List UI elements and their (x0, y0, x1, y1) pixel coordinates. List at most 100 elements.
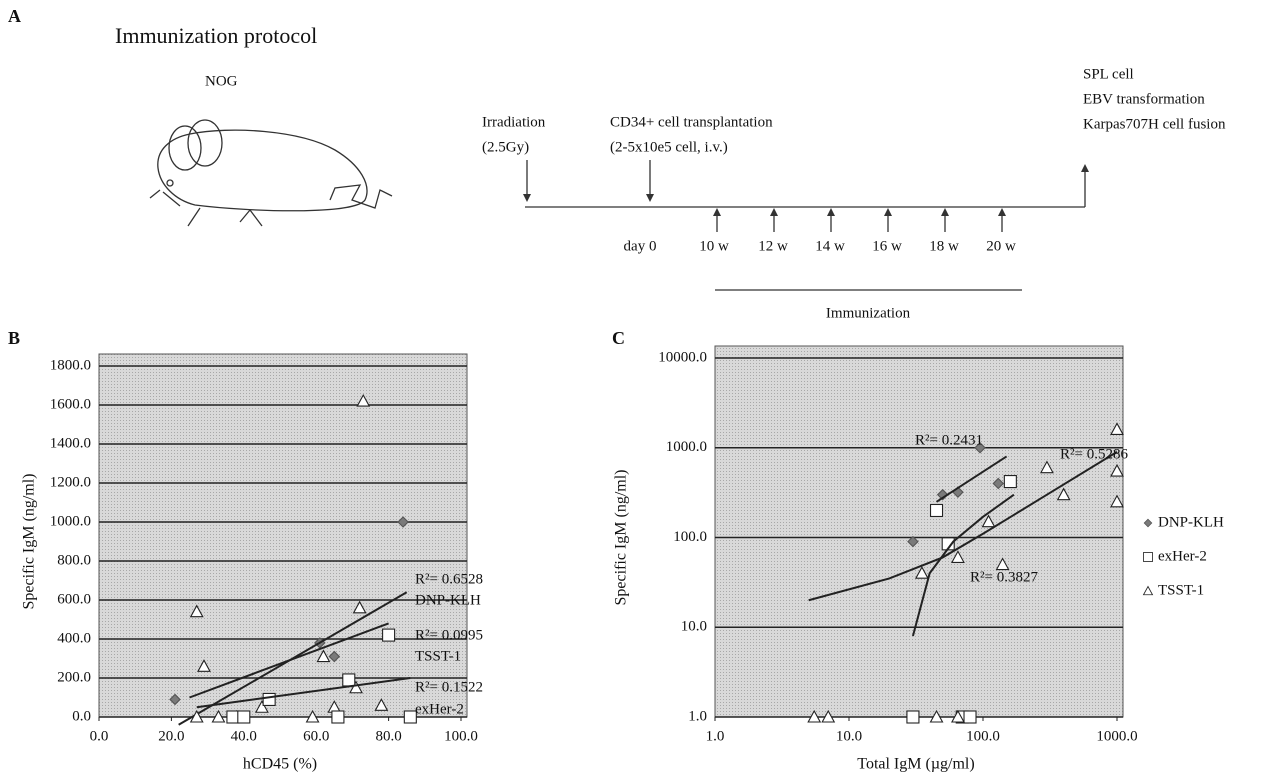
x-tick-label: 1.0 (706, 728, 725, 744)
panel-label: A (8, 6, 21, 26)
data-point (189, 709, 204, 723)
data-point (974, 441, 986, 454)
timepoint: 14 w (815, 238, 845, 254)
x-tick-label: 80.0 (375, 728, 401, 744)
legend-label: TSST-1 (1158, 582, 1204, 598)
event-text: CD34+ cell transplantation (610, 114, 773, 130)
panel-label: C (612, 328, 625, 348)
data-point (951, 550, 965, 563)
data-point (914, 566, 929, 579)
mouse-drawing (149, 119, 393, 227)
data-point (929, 709, 944, 723)
timepoint: 16 w (872, 238, 902, 254)
x-tick-label: 1000.0 (1096, 728, 1137, 744)
trend-line (808, 451, 1118, 602)
r-squared-label: R²= 0.6528 (415, 571, 483, 587)
x-tick-label: 20.0 (158, 728, 184, 744)
data-point (995, 557, 1010, 571)
event-text: Irradiation (482, 114, 546, 130)
data-point (963, 710, 977, 724)
timepoint: day 0 (624, 238, 657, 254)
legend-marker (1143, 518, 1153, 528)
event-text: SPL cell (1083, 66, 1134, 82)
y-tick-label: 10000.0 (658, 349, 707, 365)
plot-area (714, 345, 1124, 718)
event-text: Karpas707H cell fusion (1083, 116, 1226, 132)
y-tick-label: 100.0 (673, 529, 707, 545)
y-tick-label: 1000.0 (666, 439, 707, 455)
data-point (1056, 487, 1071, 501)
plot-area (98, 353, 468, 718)
event-text: (2.5Gy) (482, 139, 529, 155)
r-squared-label: R²= 0.1522 (415, 679, 483, 695)
data-point (328, 650, 341, 663)
data-point (352, 600, 367, 614)
legend-label: DNP-KLH (1158, 514, 1224, 530)
data-point (189, 604, 204, 618)
y-tick-label: 1000.0 (50, 513, 91, 529)
y-tick-label: 800.0 (57, 552, 91, 568)
x-tick-label: 10.0 (836, 728, 862, 744)
trend-line (911, 493, 1015, 637)
data-point (951, 709, 965, 723)
trend-line (196, 677, 411, 709)
legend-marker (1143, 552, 1153, 562)
data-point (907, 535, 919, 548)
data-point (1003, 475, 1017, 489)
data-point (1040, 460, 1054, 474)
data-point (929, 503, 944, 518)
timepoint: 20 w (986, 238, 1016, 254)
legend-marker (1142, 585, 1154, 596)
timeline (523, 160, 1089, 291)
y-axis-title: Specific IgM (ng/ml) (613, 470, 630, 606)
data-point (237, 710, 251, 724)
data-point (397, 516, 409, 528)
data-point (331, 710, 345, 724)
data-point (262, 692, 276, 707)
r-squared-label: R²= 0.3827 (970, 569, 1038, 585)
data-point (821, 709, 836, 723)
series-label: exHer-2 (415, 701, 464, 717)
data-point (981, 514, 996, 528)
trend-line (189, 622, 389, 699)
diagram-title: Immunization protocol (115, 23, 317, 48)
data-point (356, 393, 371, 407)
data-point (254, 700, 269, 713)
data-point (992, 477, 1005, 490)
event-text: EBV transformation (1083, 91, 1205, 107)
data-point (1110, 494, 1124, 508)
phase-label: Immunization (826, 305, 911, 321)
data-point (374, 698, 389, 711)
r-squared-label: R²= 0.0995 (415, 627, 483, 643)
y-tick-label: 1200.0 (50, 474, 91, 490)
legend-label: exHer-2 (1158, 548, 1207, 564)
timepoint: 18 w (929, 238, 959, 254)
y-tick-label: 0.0 (72, 708, 91, 724)
data-point (305, 709, 320, 723)
data-point (211, 709, 226, 723)
x-tick-label: 40.0 (231, 728, 257, 744)
data-point (169, 693, 181, 706)
data-point (349, 680, 363, 694)
x-tick-label: 0.0 (90, 728, 109, 744)
x-axis-title: Total IgM (µg/ml) (857, 756, 974, 773)
r-squared-label: R²= 0.2431 (915, 432, 983, 448)
y-axis-title: Specific IgM (ng/ml) (21, 474, 38, 610)
series-label: TSST-1 (415, 648, 461, 664)
y-tick-label: 600.0 (57, 591, 91, 607)
y-tick-label: 400.0 (57, 630, 91, 646)
x-axis-title: hCD45 (%) (243, 756, 317, 773)
data-point (1110, 463, 1124, 477)
y-tick-label: 200.0 (57, 669, 91, 685)
event-text: (2-5x10e5 cell, i.v.) (610, 139, 728, 155)
y-tick-label: 1600.0 (50, 396, 91, 412)
data-point (1110, 422, 1124, 435)
series-label: DNP-KLH (415, 592, 481, 608)
panel-label: B (8, 328, 20, 348)
y-tick-label: 10.0 (681, 619, 707, 635)
data-point (807, 709, 822, 723)
x-tick-label: 100.0 (444, 728, 478, 744)
r-squared-label: R²= 0.5286 (1060, 446, 1128, 462)
